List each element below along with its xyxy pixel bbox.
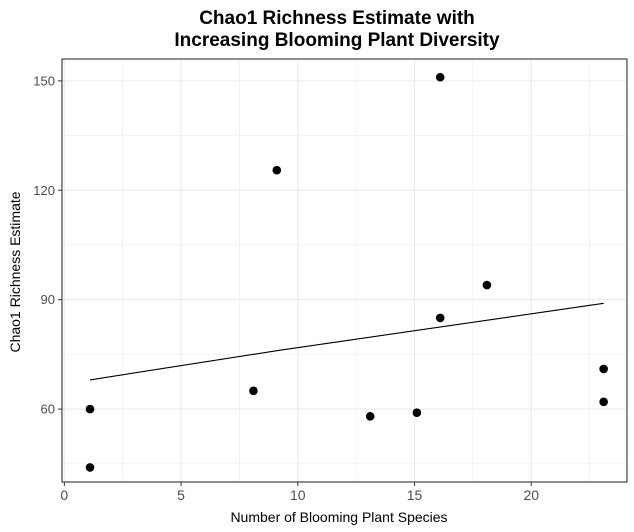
data-point — [365, 412, 375, 421]
data-point — [482, 280, 492, 290]
data-point — [599, 397, 608, 407]
grid-layer — [62, 59, 627, 482]
x-tick-label: 15 — [407, 487, 423, 503]
y-tick-label: 120 — [33, 183, 55, 198]
x-tick-label: 20 — [523, 487, 539, 503]
y-tick-label: 150 — [33, 73, 55, 88]
chart-title-line2: Increasing Blooming Plant Diversity — [174, 30, 500, 51]
chart-title-line1: Chao1 Richness Estimate with — [199, 8, 475, 29]
y-axis-title: Chao1 Richness Estimate — [7, 191, 23, 352]
x-tick-label: 10 — [290, 487, 306, 503]
x-axis-title: Number of Blooming Plant Species — [230, 509, 447, 525]
data-point — [85, 463, 95, 472]
trend-layer — [89, 302, 604, 381]
axis-layer: 0 5 10 15 20 60 90 120 150 — [33, 73, 539, 503]
data-point — [85, 404, 95, 414]
points-layer — [85, 72, 608, 472]
data-point — [412, 408, 422, 418]
y-tick-label: 60 — [41, 402, 55, 417]
panel-border — [61, 58, 628, 483]
data-point — [272, 165, 282, 175]
data-point — [249, 386, 258, 396]
y-tick-label: 90 — [41, 292, 55, 307]
data-point — [599, 364, 608, 374]
x-tick-label: 5 — [177, 487, 185, 503]
data-point — [435, 313, 445, 323]
trend-line — [89, 302, 604, 381]
x-tick-label: 0 — [60, 487, 68, 503]
data-point — [435, 72, 445, 82]
